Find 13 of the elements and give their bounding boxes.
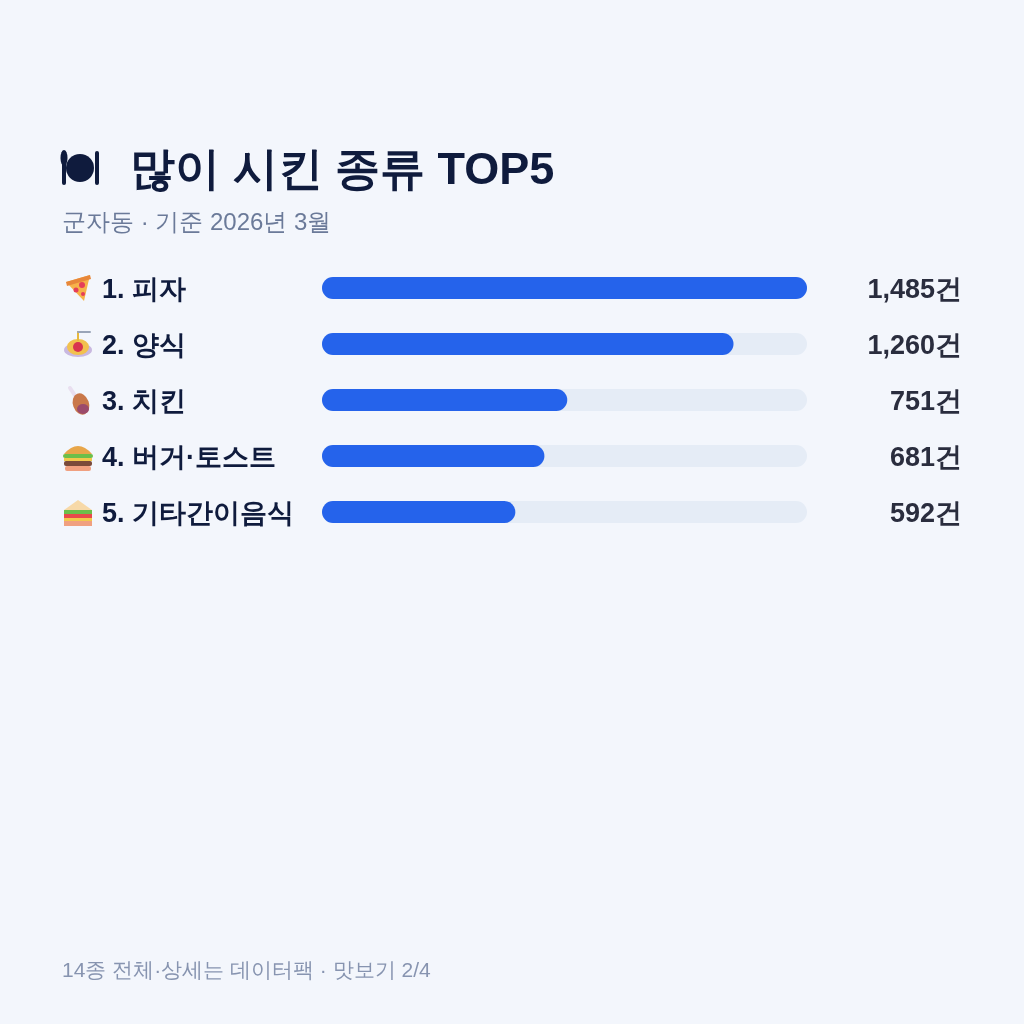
data-label: 1,260건 — [867, 330, 962, 360]
y-tick-label: 3. 치킨 — [102, 386, 187, 416]
y-tick-label: 5. 기타간이음식 — [102, 498, 295, 528]
y-tick-label: 1. 피자 — [102, 274, 187, 304]
data-label: 681건 — [889, 442, 962, 472]
data-label: 751건 — [889, 386, 962, 416]
data-label: 592건 — [889, 498, 962, 528]
text: 14종 전체·상세는 데이터팩 · 맛보기 2/4 — [62, 958, 432, 981]
y-tick-label: 4. 버거·토스트 — [102, 442, 277, 472]
y-tick-label: 2. 양식 — [102, 330, 187, 360]
chart-subtitle: 군자동 · 기준 2026년 3월 — [62, 208, 332, 235]
chart-title: 많이 시킨 종류 TOP5 — [130, 143, 555, 194]
data-label: 1,485건 — [867, 274, 962, 304]
